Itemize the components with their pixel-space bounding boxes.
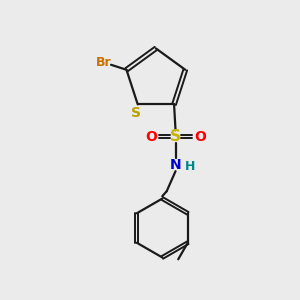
Text: S: S [170, 129, 181, 144]
Text: O: O [145, 130, 157, 144]
Text: O: O [194, 130, 206, 144]
Text: N: N [170, 158, 181, 172]
Text: S: S [131, 106, 141, 120]
Text: H: H [184, 160, 195, 173]
Text: Br: Br [96, 56, 112, 69]
